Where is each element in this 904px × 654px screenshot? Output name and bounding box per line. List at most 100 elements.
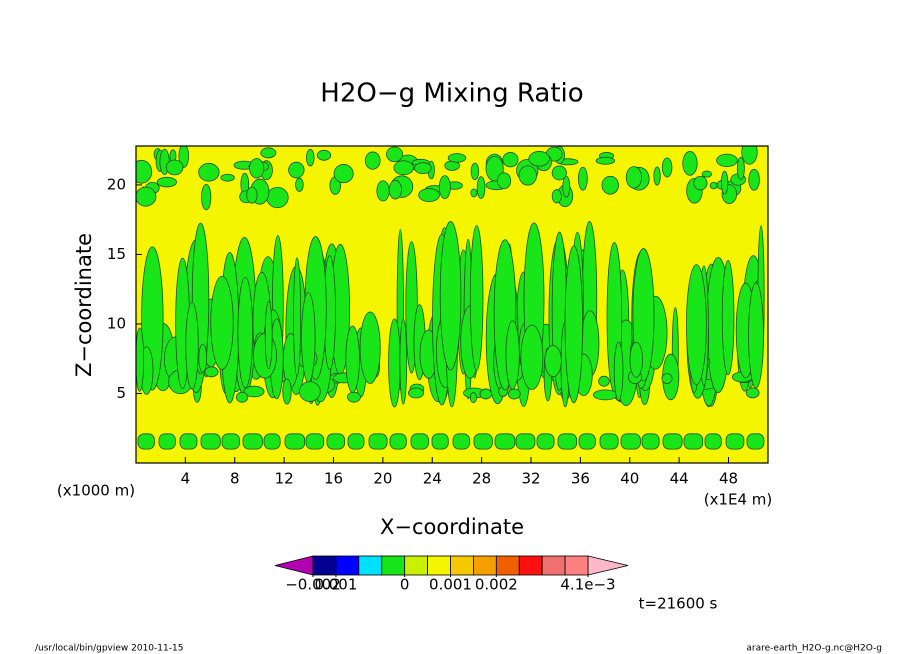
contour-fill xyxy=(305,433,325,450)
contour-fill xyxy=(295,177,304,192)
contour-fill xyxy=(408,387,425,399)
contour-fill xyxy=(544,344,562,378)
colorbar-tick-label: 0.001 xyxy=(429,576,472,594)
contour-fill xyxy=(266,186,289,209)
contour-fill xyxy=(298,381,321,402)
contour-fill xyxy=(364,151,381,170)
colorbar-tick-label: −0.002 xyxy=(285,576,341,594)
contour-fill xyxy=(592,389,618,401)
contour-fill xyxy=(716,153,738,168)
contour-fill xyxy=(528,151,550,167)
y-tick-label: 10 xyxy=(107,314,126,332)
x-tick-label: 12 xyxy=(275,470,294,488)
contour-fill xyxy=(221,433,240,450)
contour-fill xyxy=(136,327,145,392)
contour-fill xyxy=(613,341,624,401)
colorbar-box xyxy=(564,555,589,576)
contour-fill xyxy=(682,151,698,176)
x-tick-label: 4 xyxy=(181,470,191,488)
contour-fill xyxy=(562,175,571,198)
contour-fill xyxy=(263,433,281,450)
contour-fill xyxy=(165,159,184,176)
contour-fill xyxy=(198,343,208,373)
contour-fill xyxy=(410,433,429,450)
colorbar-box xyxy=(450,555,474,576)
contour-fill xyxy=(388,179,402,200)
contour-fill xyxy=(326,433,345,450)
plot-frame xyxy=(135,145,769,464)
contour-fill xyxy=(386,146,403,163)
y-axis-label: Z−coordinate xyxy=(72,233,96,377)
contour-fill xyxy=(204,366,219,378)
contour-fill xyxy=(745,387,760,399)
contour-fill xyxy=(496,172,512,190)
contour-fill xyxy=(557,433,578,450)
contour-fill xyxy=(220,173,235,182)
contour-fill xyxy=(479,388,492,400)
contour-fill xyxy=(725,433,745,450)
contour-fill xyxy=(156,176,177,188)
colorbar-over xyxy=(587,555,629,576)
contour-fill xyxy=(347,433,365,450)
contour-fill xyxy=(693,175,708,191)
contour-fill xyxy=(137,433,155,450)
contour-fill xyxy=(704,433,722,450)
contour-fill xyxy=(748,282,764,389)
contour-fill xyxy=(746,433,765,450)
contour-fill xyxy=(518,165,537,186)
contour-fill xyxy=(414,162,432,175)
x-tick-label: 44 xyxy=(670,470,689,488)
contour-fill xyxy=(389,433,407,450)
contour-fill xyxy=(564,245,583,404)
x-unit-left: (x1000 m) xyxy=(57,482,135,500)
colorbar-under xyxy=(274,555,314,576)
contour-fill xyxy=(662,433,683,450)
contour-fill xyxy=(246,186,258,204)
contour-fill xyxy=(452,433,470,450)
footer-left: /usr/local/bin/gpview 2010-11-15 xyxy=(35,644,183,654)
contour-fill xyxy=(237,276,253,389)
contour-fill xyxy=(243,385,265,398)
contour-fill xyxy=(368,433,388,450)
y-tick-label: 5 xyxy=(116,384,126,402)
x-tick-label: 8 xyxy=(230,470,240,488)
contour-fill xyxy=(469,225,484,371)
contour-fill xyxy=(721,170,729,195)
x-axis-label: X−coordinate xyxy=(380,515,524,539)
contour-fill xyxy=(185,301,199,390)
contour-fill xyxy=(601,175,619,195)
contour-fill xyxy=(736,156,745,180)
y-tick-label: 15 xyxy=(107,245,126,263)
contour-fill xyxy=(536,433,555,450)
x-tick-label: 36 xyxy=(571,470,590,488)
contour-fill xyxy=(393,160,414,176)
contour-fill xyxy=(305,149,315,167)
contour-fill xyxy=(264,300,273,370)
contour-fill xyxy=(200,433,221,450)
contour-fill xyxy=(293,257,302,377)
contour-fill xyxy=(439,220,462,371)
footer-right: arare-earth_H2O-g.nc@H2O-g xyxy=(746,644,882,654)
colorbar-tick-label: 0.002 xyxy=(475,576,518,594)
contour-fill xyxy=(316,149,332,161)
x-tick-label: 24 xyxy=(423,470,442,488)
contour-fill xyxy=(476,176,486,200)
x-tick-label: 48 xyxy=(719,470,738,488)
colorbar-box xyxy=(473,555,497,576)
contour-fill xyxy=(620,433,641,450)
contour-fill xyxy=(282,378,292,405)
contour-fill xyxy=(748,168,760,191)
x-tick-label: 16 xyxy=(324,470,343,488)
contour-fill xyxy=(210,275,234,370)
time-label: t=21600 s xyxy=(639,595,718,613)
contour-fill xyxy=(470,188,478,198)
contour-fill xyxy=(249,158,265,179)
contour-fill xyxy=(641,433,660,450)
contour-fill xyxy=(578,433,596,450)
contour-fill xyxy=(179,433,198,450)
contour-fill xyxy=(661,373,673,384)
contour-fill xyxy=(376,180,390,202)
colorbar-tick-label: 4.1e−3 xyxy=(560,576,615,594)
contour-fill xyxy=(520,324,544,390)
